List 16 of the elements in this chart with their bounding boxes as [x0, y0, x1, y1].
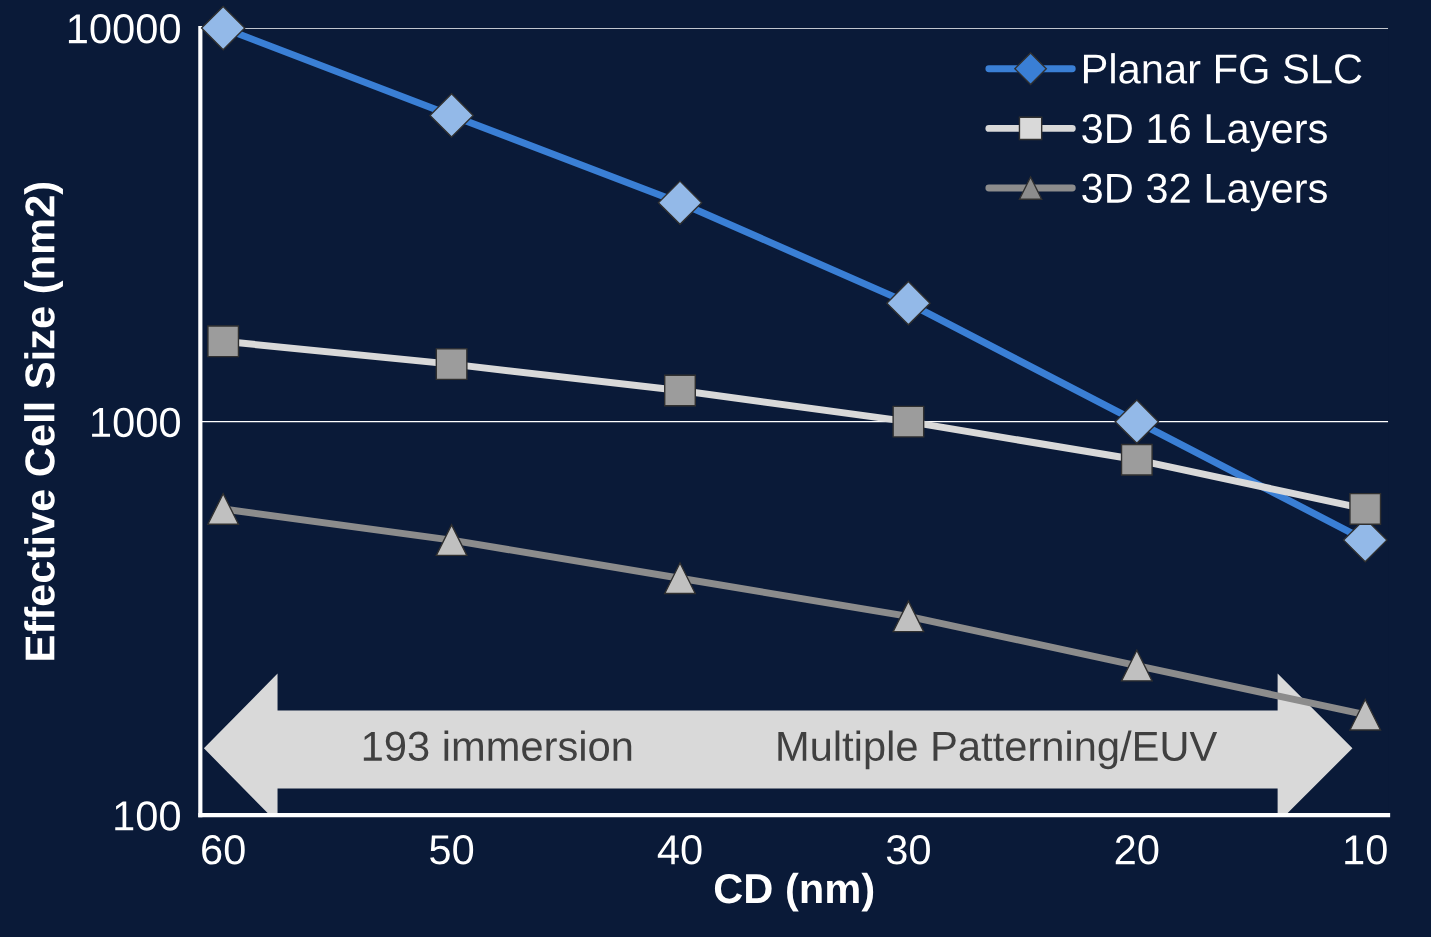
- x-tick-label: 40: [657, 835, 702, 865]
- y-tick-label: 10000: [68, 14, 180, 44]
- legend-label: 3D 16 Layers: [1082, 113, 1327, 152]
- annotation: Multiple Patterning/EUV: [778, 730, 1218, 770]
- x-tick-label: 60: [202, 835, 245, 865]
- x-tick-label: 10: [1345, 835, 1387, 865]
- annotation: 193 immersion: [363, 730, 632, 762]
- y-axis-title: Effective Cell Size (nm2): [24, 182, 63, 660]
- x-tick-label: 20: [1115, 835, 1159, 865]
- x-tick-label: 50: [430, 835, 474, 865]
- legend-label: Planar FG SLC: [1083, 53, 1362, 84]
- y-tick-label: 1000: [92, 407, 180, 438]
- legend-label: 3D 32 Layers: [1082, 173, 1327, 212]
- y-tick-label: 100: [115, 801, 180, 831]
- x-tick-label: 30: [886, 835, 930, 865]
- x-axis-title: CD (nm): [714, 872, 874, 912]
